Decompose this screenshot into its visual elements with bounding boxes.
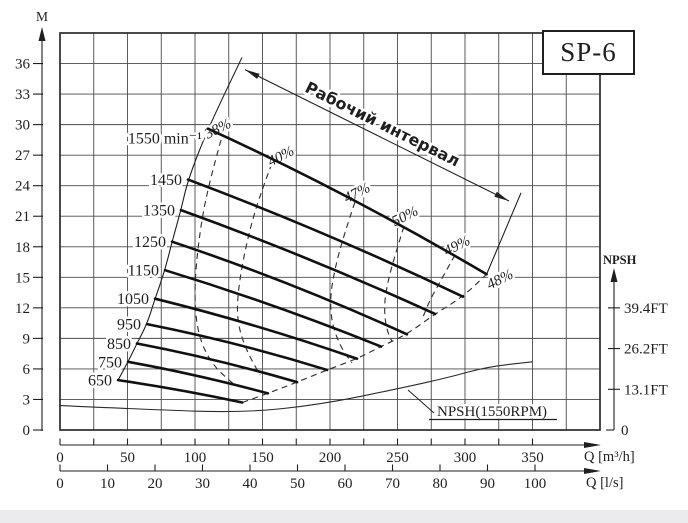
efficiency-contour-48 xyxy=(242,273,487,404)
speed-curve-label: 1450 xyxy=(150,172,182,189)
flow-ls-tick-label: 20 xyxy=(148,476,163,492)
npsh-tick-label: 13.1FT xyxy=(624,382,668,398)
flow-m3h-tick-label: 50 xyxy=(120,450,135,466)
flow-axis-ls: 0 10 20 30 40 50 60 70 80 90 100 Q [l/s] xyxy=(56,464,623,492)
efficiency-contour-47 xyxy=(330,201,356,364)
speed-curve-650 xyxy=(116,378,244,404)
flow-m3h-arrow-icon xyxy=(584,442,601,448)
flow-ls-arrow-icon xyxy=(584,468,601,474)
head-tick-label: 18 xyxy=(15,240,30,256)
flow-m3h-tick-label: 0 xyxy=(56,450,64,466)
npsh-tick-label: 0 xyxy=(621,423,629,439)
flow-ls-tick-label: 80 xyxy=(433,476,448,492)
head-tick-label: 27 xyxy=(15,148,31,164)
grid xyxy=(59,32,601,431)
flow-m3h-tick-label: 250 xyxy=(386,450,409,466)
speed-curve-1350 xyxy=(179,208,437,316)
flow-ls-tick-label: 40 xyxy=(243,476,258,492)
npsh-axis-title: NPSH xyxy=(603,253,637,267)
footer-strip xyxy=(0,510,688,523)
speed-curve-1450 xyxy=(186,178,465,298)
npsh-curve-group: NPSH(1550RPM) xyxy=(59,361,557,423)
head-tick-label: 3 xyxy=(23,392,31,408)
head-tick-label: 6 xyxy=(23,362,31,378)
flow-m3h-tick-label: 300 xyxy=(454,450,477,466)
model-label-box: SP-6 xyxy=(542,30,635,75)
speed-curve-1150 xyxy=(163,268,383,348)
speed-curve-label: 650 xyxy=(88,373,112,390)
flow-m3h-tick-label: 350 xyxy=(521,450,544,466)
head-tick-label: 12 xyxy=(15,301,30,317)
efficiency-contour-49 xyxy=(422,254,456,318)
speed-curve-950 xyxy=(145,322,329,372)
npsh-curve-label: NPSH(1550RPM) xyxy=(437,404,547,420)
head-axis-arrow-icon xyxy=(38,27,46,41)
flow-ls-tick-label: 70 xyxy=(385,476,400,492)
flow-ls-tick-label: 10 xyxy=(100,476,115,492)
head-tick-label: 15 xyxy=(15,270,30,286)
head-tick-label: 30 xyxy=(15,118,30,134)
flow-m3h-axis-title: Q [m³/h] xyxy=(584,449,635,465)
head-tick-label: 9 xyxy=(23,331,31,347)
npsh-curve xyxy=(59,361,533,413)
head-tick-label: 21 xyxy=(15,209,30,225)
flow-axis-m3h: 0 50 100 150 200 250 300 350 Q [m³/h] xyxy=(56,438,635,466)
head-tick-label: 36 xyxy=(15,57,31,73)
working-interval-label: Рабочий интервал xyxy=(302,78,463,171)
flow-ls-tick-label: 100 xyxy=(524,476,547,492)
npsh-axis-arrow-icon xyxy=(610,268,618,282)
flow-ls-tick-label: 30 xyxy=(195,476,210,492)
efficiency-label-48: 48% xyxy=(484,266,516,293)
speed-curve-label: 1150 xyxy=(128,263,159,280)
flow-m3h-tick-label: 150 xyxy=(251,450,274,466)
head-tick-label: 33 xyxy=(15,87,30,103)
head-tick-label: 24 xyxy=(15,179,31,195)
efficiency-label-50: 50% xyxy=(389,203,421,230)
flow-ls-tick-label: 60 xyxy=(338,476,353,492)
npsh-tick-label: 26.2FT xyxy=(624,342,668,358)
flow-ls-tick-label: 50 xyxy=(290,476,305,492)
head-tick-label: 0 xyxy=(23,423,31,439)
flow-ls-axis-title: Q [l/s] xyxy=(586,475,623,491)
flow-m3h-tick-label: 100 xyxy=(184,450,207,466)
speed-curve-1550 xyxy=(206,127,488,276)
speed-curve-label: 1250 xyxy=(134,234,166,251)
arrowhead-left-icon xyxy=(244,69,260,79)
speed-curve-label: 750 xyxy=(98,354,122,371)
flow-m3h-tick-label: 200 xyxy=(319,450,342,466)
npsh-leader-line xyxy=(407,389,435,414)
flow-ls-tick-label: 90 xyxy=(480,476,495,492)
arrowhead-right-icon xyxy=(494,191,510,201)
npsh-tick-label: 39.4FT xyxy=(624,301,668,317)
model-label: SP-6 xyxy=(560,37,617,67)
head-axis-title: M xyxy=(36,9,48,24)
speed-curve-850 xyxy=(135,342,299,384)
speed-curve-1050 xyxy=(153,297,359,361)
speed-curve-label: 1550 min⁻¹ xyxy=(128,131,202,148)
speed-curve-750 xyxy=(126,360,270,395)
speed-curve-label: 1050 xyxy=(117,291,149,308)
speed-curve-label: 850 xyxy=(107,336,131,353)
speed-curve-label: 1350 xyxy=(143,203,175,220)
speed-curve-label: 950 xyxy=(117,317,141,334)
npsh-axis: NPSH 39.4FT 26.2FT 13.1FT 0 xyxy=(603,253,668,439)
working-interval-arrow: Рабочий интервал xyxy=(244,69,510,202)
efficiency-contour-40 xyxy=(236,163,273,376)
efficiency-label-49: 49% xyxy=(441,233,473,260)
speed-curve-1250 xyxy=(170,240,409,336)
flow-ls-tick-label: 0 xyxy=(56,476,64,492)
